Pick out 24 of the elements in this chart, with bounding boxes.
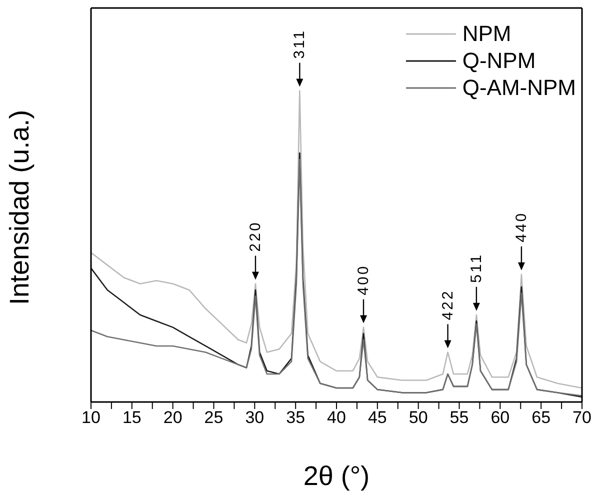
annotation: 400 bbox=[355, 264, 372, 296]
annotation: 422 bbox=[439, 289, 456, 320]
x-tick-label: 10 bbox=[82, 408, 100, 428]
x-tick-label: 35 bbox=[286, 408, 306, 428]
annotation: 440 bbox=[512, 211, 530, 242]
x-tick-label: 55 bbox=[450, 408, 469, 428]
x-tick-label: 40 bbox=[327, 408, 346, 428]
x-tick-label: 15 bbox=[122, 408, 142, 428]
x-tick-label: 20 bbox=[163, 408, 182, 428]
y-axis-title: Intensidad (u.a.) bbox=[4, 110, 35, 305]
x-tick-label: 25 bbox=[204, 408, 224, 428]
annotation: 220 bbox=[246, 220, 264, 252]
annotation: 511 bbox=[468, 252, 485, 283]
annotation: 311 bbox=[291, 28, 308, 59]
x-tick-label: 50 bbox=[408, 408, 428, 428]
x-tick-label: 60 bbox=[490, 408, 510, 428]
x-tick-label: 65 bbox=[532, 408, 551, 428]
legend-label: Q-NPM bbox=[462, 47, 536, 74]
x-axis-title: 2θ (°) bbox=[303, 461, 370, 491]
x-tick-label: 30 bbox=[245, 408, 264, 428]
x-tick-label: 70 bbox=[572, 408, 592, 428]
legend-label: NPM bbox=[462, 20, 512, 47]
x-tick-label: 45 bbox=[368, 408, 387, 428]
legend-label: Q-AM-NPM bbox=[462, 74, 576, 101]
